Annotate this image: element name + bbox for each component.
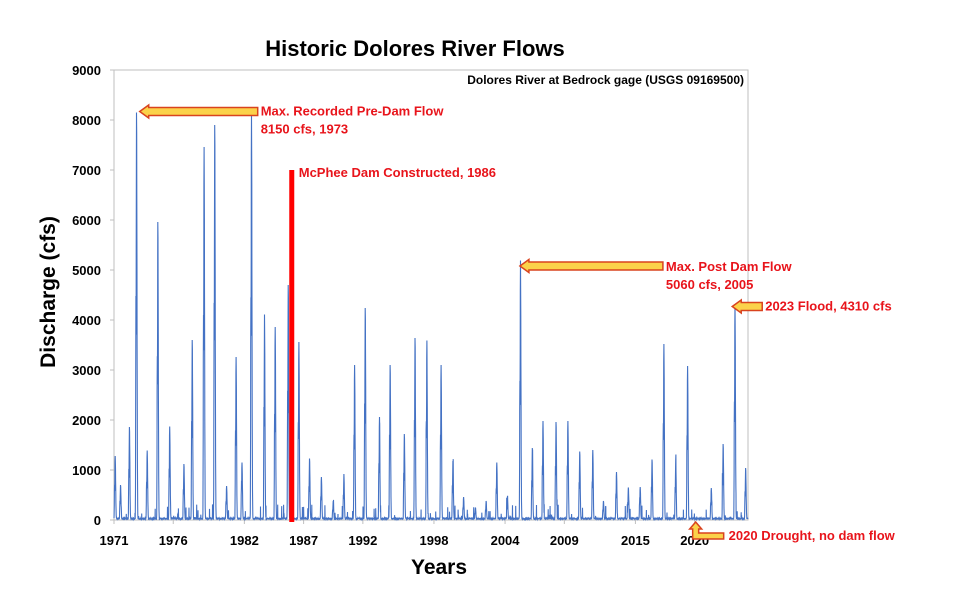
y-tick-label: 7000 bbox=[72, 163, 101, 178]
y-tick-label: 2000 bbox=[72, 413, 101, 428]
dam-marker-group bbox=[289, 170, 295, 522]
annotation-arrow bbox=[518, 258, 664, 274]
plot-area bbox=[113, 69, 749, 521]
y-tick-label: 3000 bbox=[72, 363, 101, 378]
y-axis: 0 1000 2000 3000 4000 5000 6000 7000 8000 9000 bbox=[72, 63, 114, 528]
x-tick-label: 2009 bbox=[550, 533, 579, 548]
annotation-arrow bbox=[138, 103, 259, 120]
chart-title: Historic Dolores River Flows bbox=[265, 36, 565, 61]
annotation-label: 2023 Flood, 4310 cfs bbox=[765, 299, 891, 314]
annotation-label: Max. Post Dam Flow bbox=[666, 259, 793, 274]
x-tick-label: 1992 bbox=[348, 533, 377, 548]
y-tick-label: 0 bbox=[94, 513, 101, 528]
y-tick-label: 1000 bbox=[72, 463, 101, 478]
x-tick-label: 2004 bbox=[491, 533, 521, 548]
gage-label: Dolores River at Bedrock gage (USGS 0916… bbox=[467, 73, 744, 87]
x-axis: 1971 1976 1982 1987 1992 1998 2004 2009 2015 2020 bbox=[100, 520, 709, 548]
x-tick-label: 2015 bbox=[621, 533, 650, 548]
y-tick-label: 6000 bbox=[72, 213, 101, 228]
y-tick-label: 8000 bbox=[72, 113, 101, 128]
annotation-label: 5060 cfs, 2005 bbox=[666, 277, 753, 292]
y-axis-label: Discharge (cfs) bbox=[37, 216, 60, 368]
y-tick-label: 9000 bbox=[72, 63, 101, 78]
x-tick-label: 1976 bbox=[159, 533, 188, 548]
x-tick-label: 1987 bbox=[289, 533, 318, 548]
y-tick-label: 4000 bbox=[72, 313, 101, 328]
dam-marker bbox=[289, 170, 295, 522]
y-tick-label: 5000 bbox=[72, 263, 101, 278]
x-tick-label: 1971 bbox=[100, 533, 129, 548]
annotation-label: 2020 Drought, no dam flow bbox=[729, 528, 896, 543]
plot-frame bbox=[113, 69, 749, 521]
series-line bbox=[113, 112, 749, 522]
annotation-label: McPhee Dam Constructed, 1986 bbox=[299, 165, 496, 180]
annotation-label: 8150 cfs, 1973 bbox=[261, 122, 348, 137]
annotation-arrow bbox=[688, 520, 725, 540]
x-tick-label: 1982 bbox=[230, 533, 259, 548]
annotation-label: Max. Recorded Pre-Dam Flow bbox=[261, 104, 445, 119]
series-area bbox=[113, 112, 749, 522]
annotation-arrow bbox=[730, 298, 763, 315]
annotations: Max. Recorded Pre-Dam Flow 8150 cfs, 1973… bbox=[138, 103, 896, 543]
x-tick-label: 1998 bbox=[420, 533, 449, 548]
x-axis-label: Years bbox=[411, 556, 467, 579]
